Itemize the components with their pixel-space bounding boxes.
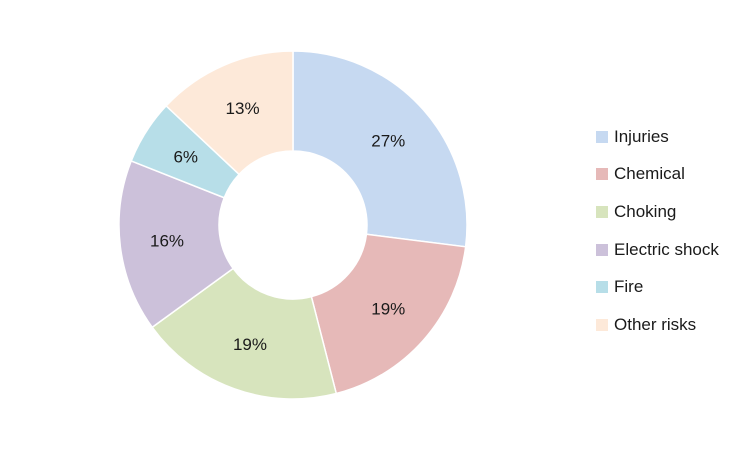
legend-swatch-choking bbox=[596, 205, 608, 218]
slice-label-fire: 6% bbox=[173, 147, 198, 166]
legend-item-choking: Choking bbox=[596, 193, 719, 231]
legend-label-chemical: Chemical bbox=[614, 164, 685, 184]
slice-label-other-risks: 13% bbox=[226, 99, 260, 118]
legend-swatch-other-risks bbox=[596, 318, 608, 331]
legend-item-other-risks: Other risks bbox=[596, 306, 719, 344]
legend-label-choking: Choking bbox=[614, 201, 677, 221]
legend-item-fire: Fire bbox=[596, 268, 719, 306]
legend-label-injuries: Injuries bbox=[614, 126, 669, 146]
slice-label-choking: 19% bbox=[233, 335, 267, 354]
legend-swatch-electric-shock bbox=[596, 243, 608, 256]
legend-item-injuries: Injuries bbox=[596, 118, 719, 156]
slice-label-injuries: 27% bbox=[371, 132, 405, 151]
slice-labels: 27% 19% 19% 16% 6% 13% bbox=[150, 99, 405, 354]
legend-label-electric-shock: Electric shock bbox=[614, 239, 719, 259]
chart-legend: Injuries Chemical Choking Electric shock Fir… bbox=[596, 118, 719, 344]
slice-choking bbox=[151, 267, 338, 400]
slice-electric-shock bbox=[118, 159, 235, 329]
slice-chemical bbox=[310, 233, 467, 395]
slice-label-chemical: 19% bbox=[371, 299, 405, 318]
legend-swatch-injuries bbox=[596, 130, 608, 143]
legend-item-chemical: Chemical bbox=[596, 156, 719, 194]
donut-slices bbox=[118, 50, 468, 400]
slice-label-electric-shock: 16% bbox=[150, 231, 184, 250]
legend-item-electric-shock: Electric shock bbox=[596, 231, 719, 269]
legend-label-other-risks: Other risks bbox=[614, 314, 697, 334]
legend-swatch-chemical bbox=[596, 168, 608, 181]
legend-swatch-fire bbox=[596, 281, 608, 294]
slice-other-risks bbox=[165, 50, 294, 176]
slice-injuries bbox=[292, 50, 468, 248]
legend-label-fire: Fire bbox=[614, 277, 644, 297]
